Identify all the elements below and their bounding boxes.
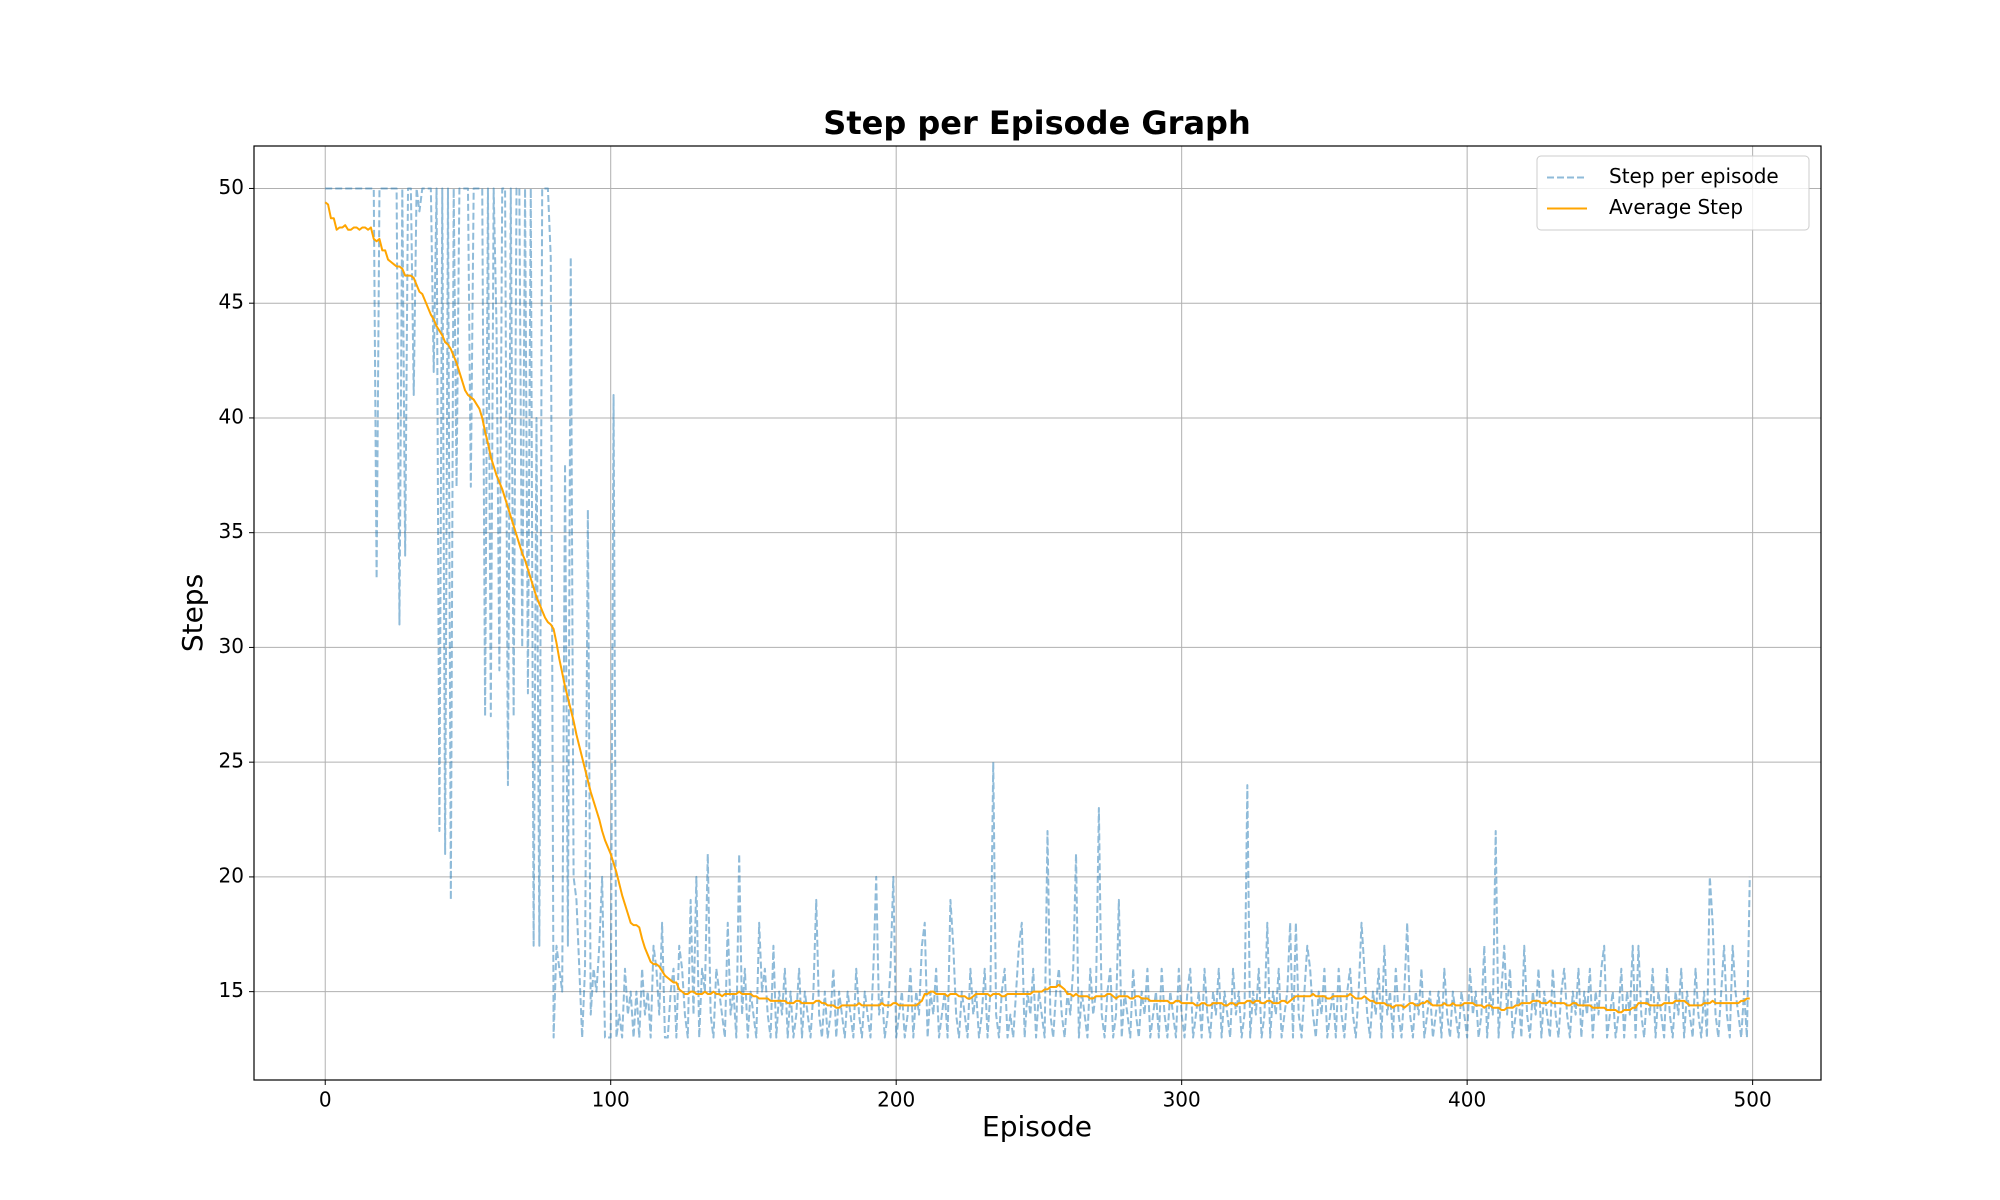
x-tick-label: 400	[1448, 1088, 1486, 1112]
x-tick-label: 0	[319, 1088, 332, 1112]
y-tick-label: 30	[219, 634, 244, 658]
legend-label: Average Step	[1609, 195, 1743, 219]
x-tick-label: 300	[1163, 1088, 1201, 1112]
chart-title: Step per Episode Graph	[823, 104, 1250, 142]
y-tick-label: 45	[219, 290, 244, 314]
x-tick-label: 500	[1734, 1088, 1772, 1112]
legend-label: Step per episode	[1609, 164, 1779, 188]
x-axis-label: Episode	[982, 1110, 1092, 1143]
y-tick-label: 15	[219, 978, 244, 1002]
series-line	[324, 201, 1750, 1014]
y-tick-label: 40	[219, 404, 244, 428]
legend: Step per episode Average Step	[1536, 155, 1810, 231]
x-tick-label: 100	[592, 1088, 630, 1112]
plot-frame	[253, 145, 1822, 1081]
y-tick-label: 25	[219, 749, 244, 773]
y-axis-label: Steps	[176, 574, 209, 652]
x-tick-label: 200	[877, 1088, 915, 1112]
series-line	[325, 187, 1751, 1039]
y-tick-label: 20	[219, 863, 244, 887]
y-tick-label: 50	[219, 175, 244, 199]
y-tick-label: 35	[219, 519, 244, 543]
legend-frame	[1536, 155, 1810, 231]
